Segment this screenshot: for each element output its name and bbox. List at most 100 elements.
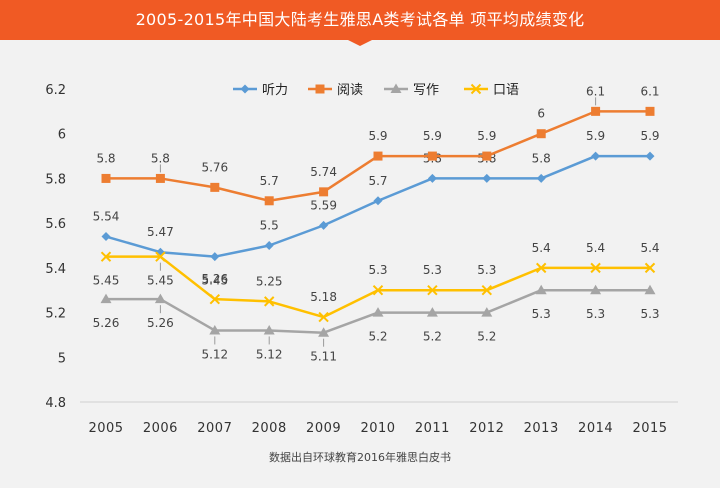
data-label: 5.9 [477,129,496,143]
data-point [590,284,602,295]
legend-label: 口语 [493,83,519,98]
data-point [427,285,438,296]
data-label: 5.12 [256,347,283,361]
data-label: 5.2 [477,330,496,344]
data-point [535,284,547,295]
data-label: 5.8 [96,151,115,165]
data-point [535,262,547,274]
data-point [155,173,165,183]
data-label: 5.5 [260,219,279,233]
data-label: 6.1 [640,84,659,98]
data-point [372,307,384,317]
data-label: 5.7 [368,174,387,188]
x-tick-label: 2007 [197,421,232,436]
data-point [100,293,112,304]
legend-marker [390,83,402,93]
legend-label: 听力 [262,83,288,98]
data-label: 5.45 [147,274,174,288]
data-point [101,173,111,183]
y-tick-label: 5.2 [45,307,66,322]
data-point [644,284,656,295]
data-label: 5.8 [151,151,170,165]
x-tick-label: 2014 [578,421,613,436]
legend-label: 阅读 [337,83,363,98]
data-point [100,251,112,262]
data-label: 5.8 [532,151,551,165]
legend-label: 写作 [413,83,439,98]
data-label: 5.3 [532,307,551,321]
data-point [319,187,329,197]
data-point [645,106,655,116]
data-label: 5.45 [93,274,120,288]
x-tick-label: 2015 [632,421,667,436]
data-label: 5.9 [423,129,442,143]
data-point [645,151,655,161]
data-label: 5.3 [477,263,496,277]
data-label: 5.18 [310,290,337,304]
x-tick-label: 2013 [524,421,559,436]
data-label: 5.26 [201,272,228,286]
data-label: 5.4 [640,241,659,255]
y-tick-label: 5 [58,351,66,366]
data-point [372,285,384,296]
data-label: 5.74 [310,165,337,179]
data-label: 5.4 [532,241,551,255]
data-point [373,151,383,161]
data-point [155,251,166,262]
data-label: 6 [537,107,545,121]
data-point [210,252,220,262]
data-point [209,293,221,305]
data-label: 5.11 [310,350,337,364]
x-tick-label: 2006 [143,421,178,436]
legend-marker [470,83,482,95]
data-label: 5.26 [147,316,174,330]
x-tick-label: 2011 [415,421,450,436]
data-label: 5.4 [586,241,605,255]
data-point [427,173,437,183]
data-label: 5.9 [368,129,387,143]
data-point [591,106,601,116]
data-label: 5.45 [201,274,228,288]
data-point [644,262,656,274]
data-point [209,324,221,335]
data-label: 5.9 [640,129,659,143]
y-tick-label: 4.8 [45,396,66,411]
data-point [264,241,274,250]
y-tick-label: 5.4 [45,262,66,277]
data-point [318,327,330,337]
data-point [318,311,329,323]
data-point [373,196,383,206]
data-point [154,293,166,304]
data-point [481,285,493,296]
data-point [591,151,601,161]
data-label: 5.3 [640,307,659,321]
data-label: 6.1 [586,84,605,98]
data-point [482,151,492,161]
data-point [210,182,220,192]
source-note: 数据出自环球教育2016年雅思白皮书 [269,451,451,464]
data-point [263,324,275,335]
data-label: 5.9 [586,129,605,143]
data-label: 5.26 [93,316,120,330]
title-banner [0,0,720,46]
data-label: 5.54 [93,210,120,224]
x-tick-label: 2010 [360,421,395,436]
data-point [101,232,111,242]
legend-marker [240,84,250,94]
legend-marker [315,84,325,94]
data-label: 5.12 [201,347,228,361]
data-label: 5.7 [260,174,279,188]
data-point [590,262,601,274]
data-label: 5.3 [368,263,387,277]
data-label: 5.59 [310,198,337,212]
data-label: 5.3 [586,307,605,321]
x-tick-label: 2009 [306,421,341,436]
y-tick-label: 6.2 [45,83,66,98]
data-point [536,173,546,183]
x-tick-label: 2012 [469,421,504,436]
data-point [536,129,546,139]
data-label: 5.3 [423,263,442,277]
data-label: 5.25 [256,274,283,288]
data-point [155,247,165,257]
